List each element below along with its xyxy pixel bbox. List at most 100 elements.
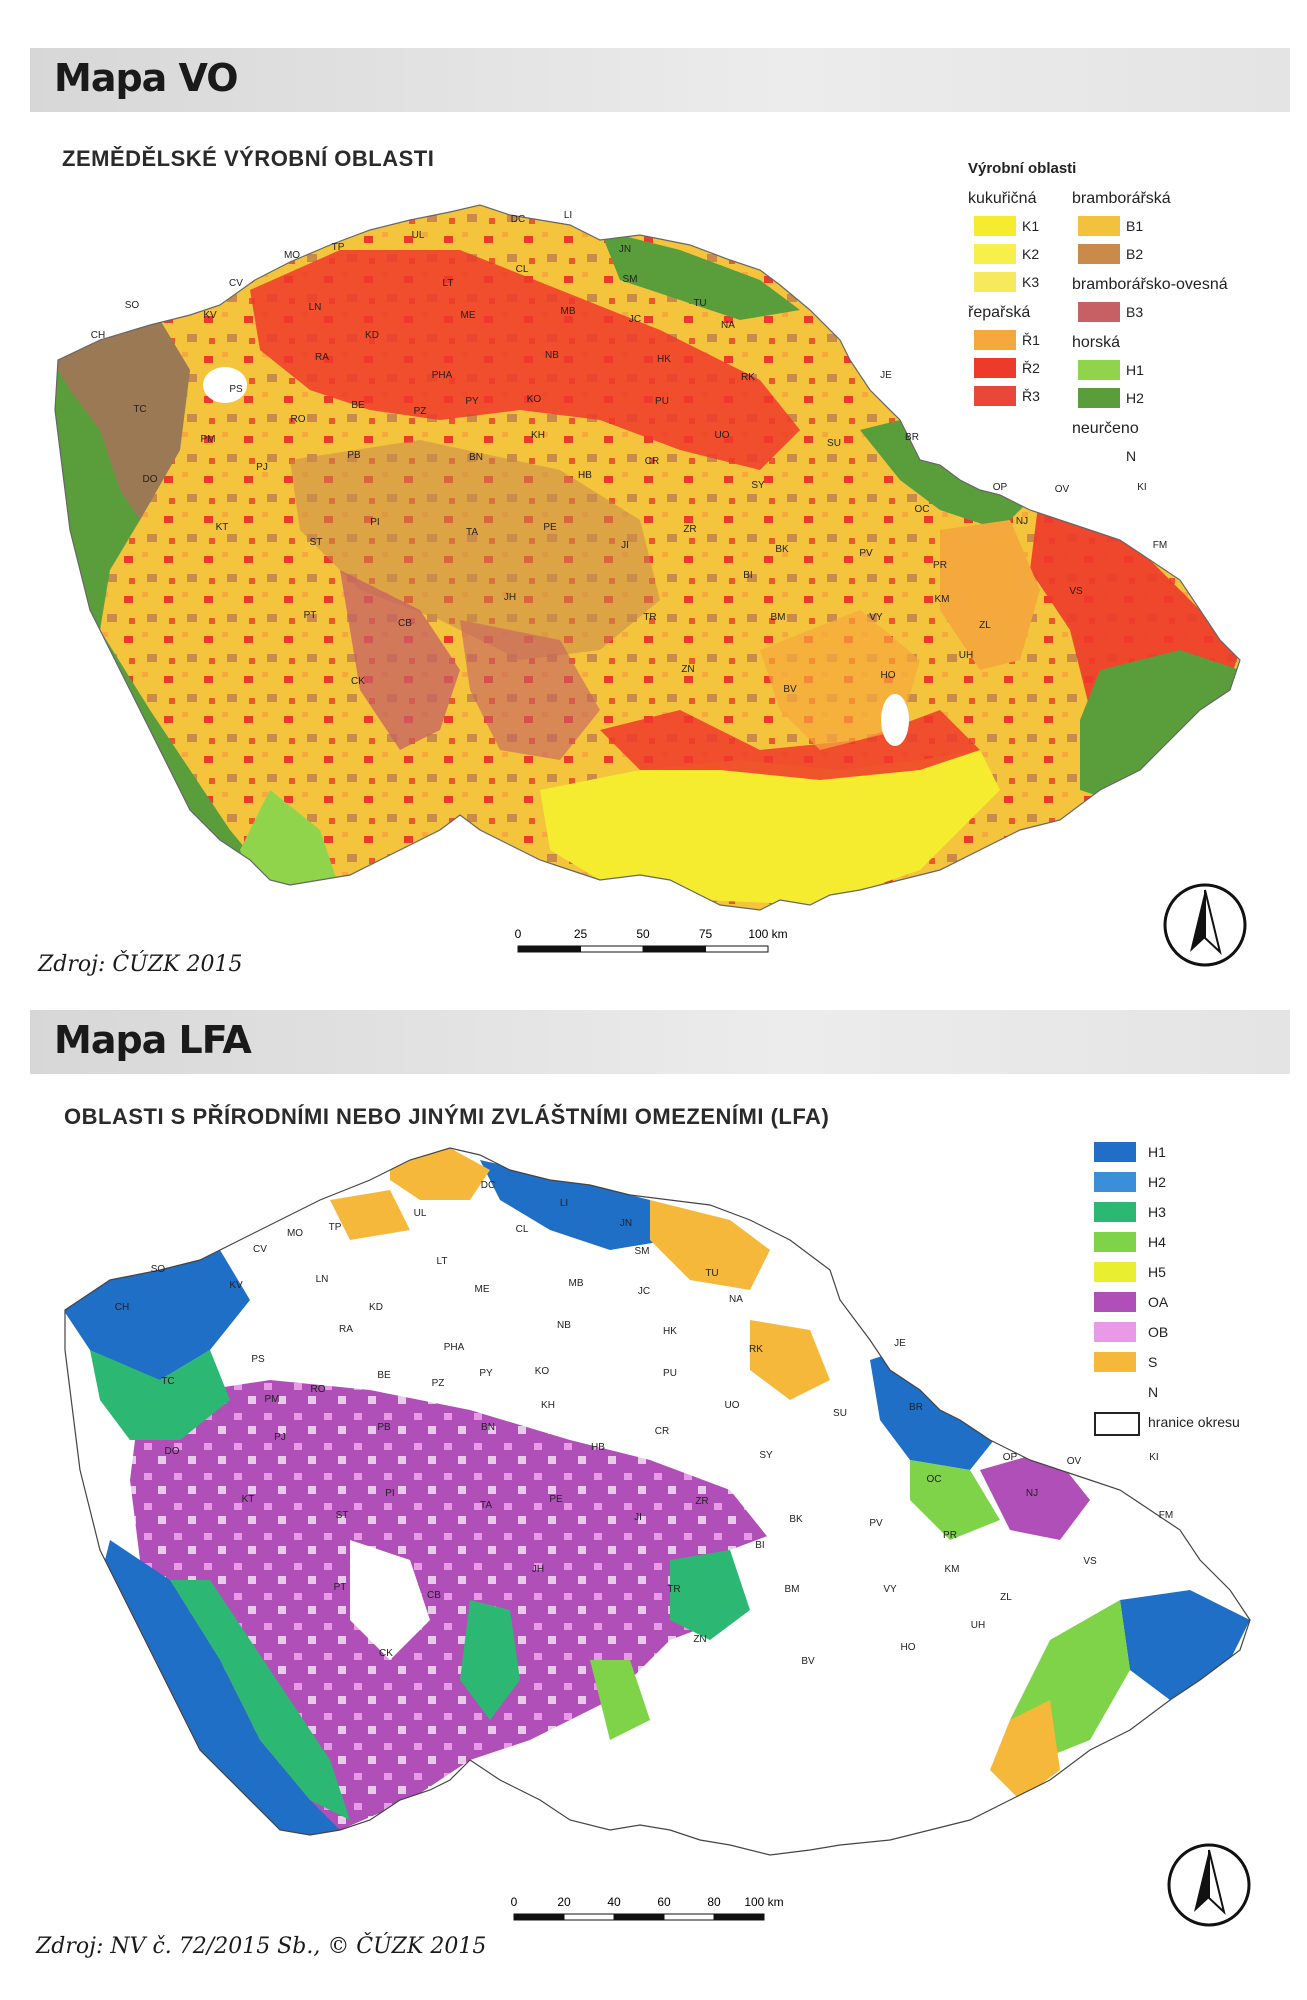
district-label: PT — [304, 610, 317, 621]
map-vo-legend-group: bramborářsko-ovesná — [1072, 276, 1228, 293]
map-lfa-map: DC LI UL TP CL JN MO SM SO CV LT TU KV LN ME MB JC NA CH KD… — [64, 1147, 1251, 1856]
district-label: RK — [741, 372, 755, 383]
district-label: CL — [516, 264, 529, 275]
scale-segment — [642, 945, 706, 953]
district-label: KV — [229, 1280, 243, 1291]
district-label: NJ — [1016, 516, 1028, 527]
district-label: PR — [933, 560, 947, 571]
legend-label: K1 — [1022, 218, 1040, 234]
district-label: MB — [569, 1278, 584, 1289]
district-label: ME — [475, 1284, 490, 1295]
district-label: CH — [115, 1302, 129, 1313]
scale-segment — [513, 1913, 565, 1921]
legend-label: Ř2 — [1022, 360, 1040, 376]
district-label: UH — [959, 650, 973, 661]
district-label: ST — [336, 1510, 349, 1521]
district-label: BV — [783, 684, 797, 695]
legend-swatch — [1094, 1202, 1136, 1222]
district-label: HO — [881, 670, 896, 681]
district-label: HB — [578, 470, 592, 481]
legend-label: N — [1126, 448, 1137, 464]
district-label: DO — [143, 474, 158, 485]
legend-swatch — [974, 358, 1016, 378]
district-label: JH — [504, 592, 516, 603]
district-label: TA — [466, 527, 478, 538]
district-label: JH — [532, 1564, 544, 1575]
scale-tick-label: 100 km — [744, 1895, 783, 1909]
district-label: BN — [469, 452, 483, 463]
district-label: JI — [621, 540, 629, 551]
district-label: PR — [943, 1530, 957, 1541]
map-lfa-scale-bar: 0 20 40 60 80 100 km — [511, 1895, 784, 1921]
map-lfa-north-arrow-icon — [1167, 1843, 1251, 1927]
district-label: SY — [751, 480, 765, 491]
district-label: JC — [629, 314, 641, 325]
district-label: TA — [480, 1500, 492, 1511]
legend-label: hranice okresu — [1148, 1414, 1240, 1430]
legend-swatch — [1078, 388, 1120, 408]
district-label: OV — [1067, 1456, 1082, 1467]
district-label: CR — [645, 456, 659, 467]
scale-tick-label: 0 — [511, 1895, 518, 1909]
district-label: PJ — [274, 1432, 286, 1443]
district-label: BR — [909, 1402, 923, 1413]
district-label: PV — [859, 548, 873, 559]
district-label: BV — [801, 1656, 815, 1667]
district-label: RA — [315, 352, 329, 363]
legend-swatch — [1094, 1172, 1136, 1192]
district-label: CV — [229, 278, 243, 289]
district-label: MO — [284, 250, 300, 261]
district-label: KT — [216, 522, 229, 533]
district-label: PU — [655, 396, 669, 407]
map-vo-header: Mapa VO — [54, 56, 239, 100]
legend-label: H2 — [1126, 390, 1144, 406]
district-label: SM — [623, 274, 638, 285]
district-label: HB — [591, 1442, 605, 1453]
map-vo-legend: Výrobní oblasti kukuřičná K1 K2 K3 řepařská Ř… — [968, 160, 1288, 480]
legend-swatch — [1078, 360, 1120, 380]
district-label: HO — [901, 1642, 916, 1653]
district-label: DC — [511, 214, 525, 225]
legend-label: OA — [1148, 1294, 1169, 1310]
district-label: UO — [715, 430, 730, 441]
district-label: JC — [638, 1286, 650, 1297]
legend-swatch — [1078, 302, 1120, 322]
district-label: KI — [1137, 482, 1146, 493]
scale-segment — [517, 945, 581, 953]
district-label: PU — [663, 1368, 677, 1379]
district-label: KV — [203, 310, 217, 321]
district-label: KM — [945, 1564, 960, 1575]
district-label: PY — [465, 396, 479, 407]
district-label: RO — [311, 1384, 326, 1395]
map-vo-source: Zdroj: ČÚZK 2015 — [38, 952, 243, 977]
legend-swatch — [1094, 1412, 1140, 1436]
district-label: UH — [971, 1620, 985, 1631]
scale-segment — [613, 1913, 665, 1921]
district-label: KH — [531, 430, 545, 441]
district-label: BI — [743, 570, 752, 581]
map-lfa-source: Zdroj: NV č. 72/2015 Sb., © ČÚZK 2015 — [36, 1934, 487, 1959]
map-vo-legend-group: neurčeno — [1072, 420, 1139, 437]
district-label: SU — [827, 438, 841, 449]
district-label: CH — [91, 330, 105, 341]
district-label: LT — [437, 1256, 448, 1267]
district-label: KM — [935, 594, 950, 605]
district-label: BN — [481, 1422, 495, 1433]
district-label: CR — [655, 1426, 669, 1437]
district-label: VS — [1083, 1556, 1097, 1567]
legend-label: K3 — [1022, 274, 1040, 290]
legend-swatch — [1078, 216, 1120, 236]
district-label: KO — [535, 1366, 550, 1377]
district-label: LI — [560, 1198, 568, 1209]
map-lfa-district-labels: DC LI UL TP CL JN MO SM SO CV LT TU KV LN ME MB JC NA CH KD… — [115, 1180, 1173, 1667]
legend-swatch — [974, 244, 1016, 264]
legend-label: H3 — [1148, 1204, 1166, 1220]
district-label: VS — [1069, 586, 1083, 597]
district-label: PE — [543, 522, 557, 533]
district-label: ST — [310, 537, 323, 548]
district-label: OC — [927, 1474, 942, 1485]
district-label: PHA — [432, 370, 453, 381]
district-label: PS — [229, 384, 243, 395]
district-label: KI — [1149, 1452, 1158, 1463]
district-label: MB — [561, 306, 576, 317]
